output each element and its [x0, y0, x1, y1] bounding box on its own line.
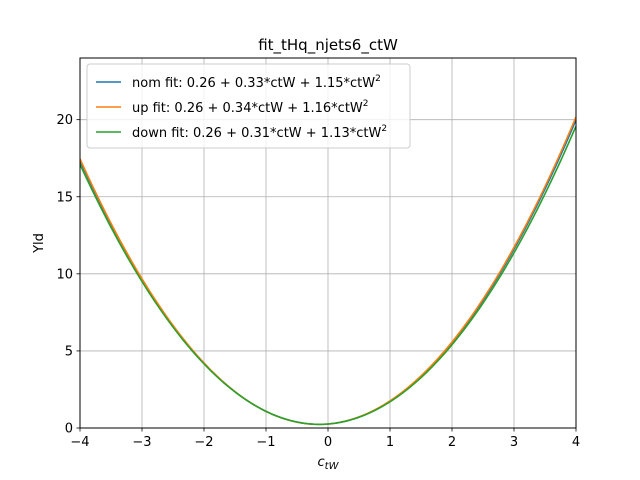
x-tick-label: −1: [256, 435, 275, 450]
x-tick-label: 3: [510, 435, 518, 450]
x-tick-label: −3: [132, 435, 151, 450]
y-tick-label: 20: [56, 113, 73, 128]
y-tick-label: 5: [65, 344, 73, 359]
legend-label-0: nom fit: 0.26 + 0.33*ctW + 1.15*ctW2: [132, 74, 381, 91]
y-axis-title: Yld: [32, 233, 47, 254]
series-line-2: [79, 125, 577, 426]
legend-frame: [86, 63, 411, 149]
x-tick-label: 2: [448, 435, 456, 450]
x-tick-label: −4: [70, 435, 89, 450]
x-tick-label: 0: [324, 435, 332, 450]
x-tick-label: 4: [572, 435, 580, 450]
y-tick-label: 0: [65, 422, 73, 437]
y-tick-label: 15: [56, 190, 73, 205]
legend-label-1: up fit: 0.26 + 0.34*ctW + 1.16*ctW2: [132, 99, 369, 116]
y-axis: 0 5 10 15 20: [56, 113, 80, 437]
legend: nom fit: 0.26 + 0.33*ctW + 1.15*ctW2 up f…: [86, 63, 411, 149]
x-tick-label: −2: [194, 435, 213, 450]
x-axis: −4 −3 −2 −1 0 1 2 3 4: [70, 428, 580, 450]
legend-label-2: down fit: 0.26 + 0.31*ctW + 1.13*ctW2: [132, 124, 387, 141]
x-axis-title: ctW: [318, 455, 340, 472]
x-tick-label: 1: [386, 435, 394, 450]
y-tick-label: 10: [56, 267, 73, 282]
series-lines: [79, 116, 577, 426]
chart-title: fit_tHq_njets6_ctW: [258, 36, 398, 55]
